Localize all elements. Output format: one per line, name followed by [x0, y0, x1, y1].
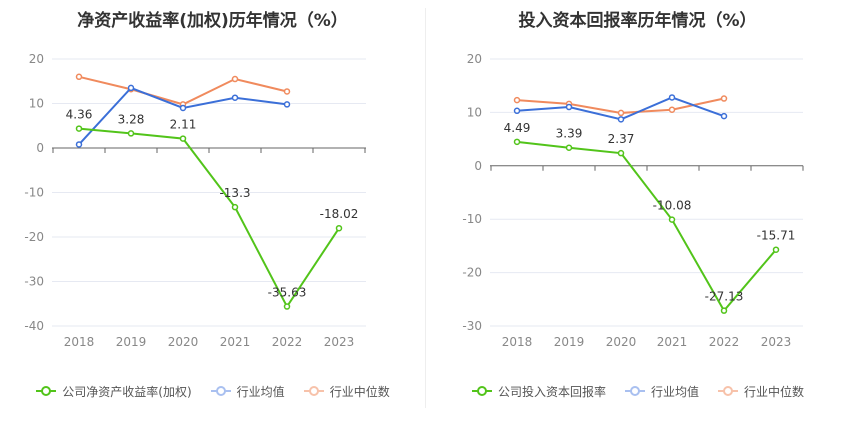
chart-legend: 公司净资产收益率(加权) 行业均值 行业中位数 — [0, 380, 425, 402]
data-point — [513, 107, 521, 115]
x-tick-label: 2022 — [272, 335, 303, 349]
data-point — [668, 94, 676, 101]
data-label: 4.49 — [504, 121, 531, 135]
data-point — [75, 125, 83, 132]
data-point — [565, 144, 573, 151]
x-tick-label: 2019 — [554, 335, 585, 349]
legend-label: 公司投入资本回报率 — [497, 384, 606, 399]
data-label: -15.71 — [757, 229, 796, 243]
data-point — [513, 96, 521, 104]
y-tick-label: 10 — [467, 105, 482, 119]
data-point — [565, 103, 573, 111]
data-point — [231, 203, 239, 211]
y-tick-label: -10 — [24, 186, 44, 200]
chart-title: 投入资本回报率历年情况（%） — [518, 11, 757, 31]
legend-label: 行业均值 — [650, 384, 699, 399]
data-point — [668, 106, 676, 113]
data-point — [231, 75, 239, 83]
series-line-0 — [516, 140, 777, 313]
legend-item-industry-median[interactable]: 行业中位数 — [303, 383, 390, 400]
data-point — [179, 135, 187, 142]
legend-line-icon — [210, 386, 231, 396]
legend-item-industry-mean[interactable]: 行业均值 — [624, 383, 699, 400]
legend-label: 行业中位数 — [329, 384, 390, 399]
legend-item-company[interactable]: 公司净资产收益率(加权) — [35, 383, 192, 400]
x-tick-label: 2023 — [324, 335, 355, 349]
data-point — [335, 224, 343, 232]
data-label: -35.63 — [268, 286, 307, 300]
data-point — [283, 101, 291, 108]
y-tick-label: 0 — [36, 141, 44, 155]
data-label: -10.08 — [653, 199, 692, 213]
x-tick-label: 2020 — [606, 335, 637, 349]
data-point — [127, 84, 135, 92]
data-label: -18.02 — [320, 207, 359, 221]
data-label: 2.11 — [170, 118, 197, 132]
legend-label: 行业均值 — [236, 384, 285, 399]
y-tick-label: 0 — [474, 159, 482, 173]
legend-line-icon — [303, 386, 324, 396]
data-point — [617, 109, 625, 117]
data-point — [720, 95, 728, 102]
y-tick-label: -30 — [462, 319, 482, 333]
data-point — [720, 307, 728, 314]
x-tick-label: 2021 — [220, 335, 251, 349]
data-point — [179, 104, 187, 112]
y-tick-label: -30 — [24, 275, 44, 289]
legend-line-icon — [718, 386, 738, 396]
data-point — [772, 246, 780, 253]
data-point — [668, 216, 676, 223]
chart-panel-roe: 净资产收益率(加权)历年情况（%） 20 10 0 -10 -20 -30 -40 2018 2… — [0, 11, 425, 402]
data-label: 4.36 — [66, 108, 93, 122]
legend-label: 公司净资产收益率(加权) — [62, 384, 192, 399]
x-tick-label: 2023 — [761, 335, 792, 349]
data-point — [720, 112, 728, 120]
x-tick-label: 2019 — [116, 335, 147, 349]
legend-line-icon — [471, 386, 492, 396]
y-tick-label: -20 — [462, 266, 482, 280]
data-point — [617, 149, 625, 157]
chart-title: 净资产收益率(加权)历年情况（%） — [77, 11, 348, 31]
data-label: -13.3 — [219, 186, 250, 200]
x-tick-label: 2020 — [168, 335, 199, 349]
y-tick-label: -20 — [24, 230, 44, 244]
legend-label: 行业中位数 — [744, 384, 805, 399]
y-tick-label: 20 — [29, 52, 44, 66]
legend-line-icon — [36, 386, 57, 396]
data-point — [75, 73, 83, 81]
legend-line-icon — [624, 386, 645, 396]
y-tick-label: 10 — [29, 97, 44, 111]
x-tick-label: 2018 — [502, 335, 533, 349]
y-tick-label: -40 — [24, 319, 44, 333]
data-point — [283, 303, 291, 310]
y-tick-label: -10 — [462, 212, 482, 226]
legend-item-company[interactable]: 公司投入资本回报率 — [471, 383, 606, 400]
data-point — [127, 130, 135, 137]
data-label: -27.13 — [705, 290, 744, 304]
chart-legend: 公司投入资本回报率 行业均值 行业中位数 — [425, 380, 850, 402]
data-label: 3.28 — [118, 112, 145, 126]
legend-item-industry-mean[interactable]: 行业均值 — [210, 383, 285, 400]
data-label: 3.39 — [556, 127, 583, 141]
line-chart-roe: 20 10 0 -10 -20 -30 -40 2018 2019 2020 2021 2022 202… — [24, 52, 366, 349]
series-line-0 — [78, 127, 340, 309]
data-point — [231, 94, 239, 101]
x-tick-label: 2022 — [709, 335, 740, 349]
x-tick-label: 2021 — [657, 335, 688, 349]
data-label: 2.37 — [608, 132, 635, 146]
data-point — [75, 141, 83, 148]
legend-item-industry-median[interactable]: 行业中位数 — [717, 383, 804, 400]
line-chart-roic: 20 10 0 -10 -20 -30 2018 2019 2020 2021 2022 2023 4.… — [462, 52, 804, 349]
panel-divider — [425, 8, 426, 408]
chart-panel-roic: 投入资本回报率历年情况（%） 20 10 0 -10 -20 -30 2018 2019 202… — [425, 0, 850, 437]
y-tick-label: 20 — [467, 52, 482, 66]
data-point — [617, 116, 625, 123]
data-point — [283, 88, 291, 95]
data-point — [513, 138, 521, 146]
x-tick-label: 2018 — [64, 335, 95, 349]
